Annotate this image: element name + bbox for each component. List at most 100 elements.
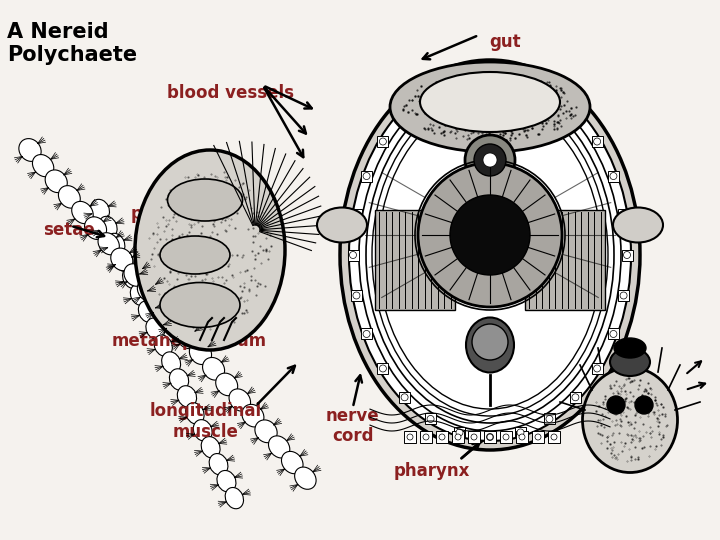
Circle shape <box>635 396 653 414</box>
Bar <box>377 136 388 147</box>
Ellipse shape <box>122 267 140 288</box>
Circle shape <box>620 211 627 218</box>
Text: gut: gut <box>490 33 521 51</box>
Ellipse shape <box>111 248 132 271</box>
Ellipse shape <box>138 301 156 322</box>
Bar <box>485 68 495 78</box>
Circle shape <box>474 144 506 176</box>
Circle shape <box>401 109 408 116</box>
Ellipse shape <box>242 404 264 427</box>
Text: longitudinal
muscle: longitudinal muscle <box>149 402 261 441</box>
Circle shape <box>487 70 493 77</box>
Ellipse shape <box>269 436 289 458</box>
Ellipse shape <box>210 454 228 475</box>
Ellipse shape <box>216 373 238 396</box>
Circle shape <box>423 434 429 440</box>
Bar <box>515 427 526 438</box>
Ellipse shape <box>138 280 158 302</box>
Bar <box>592 136 603 147</box>
Bar <box>454 427 465 438</box>
Ellipse shape <box>420 72 560 132</box>
Bar <box>420 431 432 443</box>
Circle shape <box>572 109 579 116</box>
Circle shape <box>455 434 461 440</box>
Text: A Nereid
Polychaete: A Nereid Polychaete <box>7 22 138 65</box>
Text: parapod: parapod <box>130 205 208 223</box>
Ellipse shape <box>99 217 117 238</box>
Bar <box>621 249 632 260</box>
Bar <box>452 431 464 443</box>
Ellipse shape <box>359 79 621 431</box>
Text: coelom: coelom <box>536 235 603 253</box>
Circle shape <box>407 434 413 440</box>
Ellipse shape <box>294 467 316 489</box>
Ellipse shape <box>72 201 93 224</box>
Text: pharynx: pharynx <box>394 462 470 480</box>
Circle shape <box>610 330 617 338</box>
Ellipse shape <box>163 310 185 333</box>
Circle shape <box>593 365 600 372</box>
Ellipse shape <box>217 470 236 492</box>
Ellipse shape <box>58 186 80 208</box>
Circle shape <box>456 74 463 81</box>
Bar <box>399 107 410 118</box>
Circle shape <box>427 87 434 94</box>
Bar <box>361 171 372 181</box>
Circle shape <box>546 87 553 94</box>
Circle shape <box>607 396 625 414</box>
Bar <box>425 414 436 424</box>
Ellipse shape <box>390 62 590 152</box>
Bar <box>348 249 359 260</box>
Bar <box>516 431 528 443</box>
Ellipse shape <box>466 318 514 373</box>
Ellipse shape <box>255 420 277 443</box>
Circle shape <box>401 394 408 401</box>
Ellipse shape <box>202 357 225 380</box>
Bar <box>351 290 362 301</box>
Circle shape <box>465 135 515 185</box>
Ellipse shape <box>154 335 172 356</box>
Ellipse shape <box>98 233 120 255</box>
Ellipse shape <box>84 217 107 239</box>
Bar <box>454 72 465 83</box>
Bar <box>484 431 496 443</box>
Ellipse shape <box>168 179 243 221</box>
Circle shape <box>546 415 553 422</box>
Bar <box>618 209 629 220</box>
Ellipse shape <box>45 170 67 193</box>
Ellipse shape <box>124 264 146 286</box>
Ellipse shape <box>610 348 650 376</box>
Ellipse shape <box>130 284 149 306</box>
Text: setae: setae <box>43 221 95 239</box>
Bar <box>592 363 603 374</box>
Ellipse shape <box>32 154 54 177</box>
Bar <box>570 392 581 403</box>
Bar <box>361 328 372 340</box>
Ellipse shape <box>107 233 125 254</box>
Ellipse shape <box>186 403 204 424</box>
Bar <box>377 363 388 374</box>
Bar <box>608 171 619 181</box>
Circle shape <box>439 434 445 440</box>
Ellipse shape <box>91 199 109 221</box>
Circle shape <box>418 163 562 307</box>
Bar <box>544 85 555 97</box>
Circle shape <box>593 138 600 145</box>
Bar <box>375 210 455 310</box>
Ellipse shape <box>189 342 212 364</box>
Ellipse shape <box>340 60 640 450</box>
Bar <box>570 107 581 118</box>
Circle shape <box>551 434 557 440</box>
Bar <box>485 431 495 442</box>
Circle shape <box>456 429 463 436</box>
Bar <box>425 85 436 97</box>
Circle shape <box>363 173 370 179</box>
Bar <box>436 431 448 443</box>
Bar <box>525 210 605 310</box>
Ellipse shape <box>19 139 41 161</box>
Ellipse shape <box>201 437 220 458</box>
Ellipse shape <box>193 420 212 441</box>
Ellipse shape <box>176 326 198 349</box>
Ellipse shape <box>229 389 251 411</box>
Text: blood vessels: blood vessels <box>167 84 294 102</box>
